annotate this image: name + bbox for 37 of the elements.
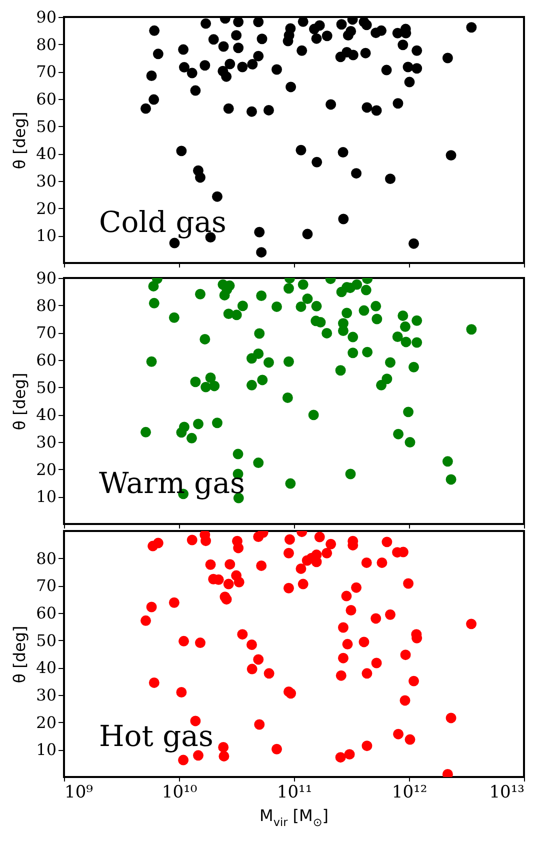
y-tick-label: 10	[36, 740, 56, 760]
y-tick-label: 60	[36, 604, 56, 622]
y-axis-title: θ [deg]	[10, 112, 30, 170]
y-tick-label: 40	[36, 144, 56, 164]
y-tick-label: 70	[36, 62, 56, 82]
x-tick-label: 10¹²	[392, 782, 428, 802]
y-tick-label: 30	[36, 432, 56, 452]
y-tick-label: 30	[36, 172, 56, 190]
y-tick-label: 50	[36, 630, 56, 650]
y-tick-label: 80	[36, 548, 56, 568]
y-tick-label: 40	[36, 405, 56, 424]
y-tick-label: 50	[36, 378, 56, 397]
y-tick-label: 60	[36, 350, 56, 370]
y-tick-label: 10	[36, 226, 56, 246]
y-tick-label: 20	[36, 460, 56, 479]
y-tick-label: 50	[36, 116, 56, 136]
y-tick-label: 70	[36, 576, 56, 596]
x-tick-label: 10¹⁰	[162, 782, 198, 802]
y-tick-label: 90	[36, 8, 56, 26]
y-tick-label: 80	[36, 34, 56, 54]
y-tick-label: 80	[36, 296, 56, 315]
annotation: Hot gas	[99, 719, 214, 753]
y-axis-title: θ [deg]	[10, 372, 30, 430]
y-tick-label: 70	[36, 323, 56, 342]
y-tick-label: 20	[36, 198, 56, 218]
annotation: Warm gas	[99, 466, 245, 500]
y-tick-label: 10	[36, 487, 56, 506]
y-axis-title: θ [deg]	[10, 626, 30, 684]
y-tick-label: 60	[36, 90, 56, 108]
x-tick-label: 10¹³	[489, 782, 524, 802]
y-tick-label: 30	[36, 686, 56, 704]
y-tick-label: 90	[36, 268, 56, 288]
annotation: Cold gas	[99, 205, 226, 239]
y-tick-label: 40	[36, 658, 56, 678]
x-tick-label: 10¹¹	[276, 782, 312, 802]
y-tick-label: 20	[36, 712, 56, 732]
x-tick-label: 10⁹	[64, 782, 94, 802]
